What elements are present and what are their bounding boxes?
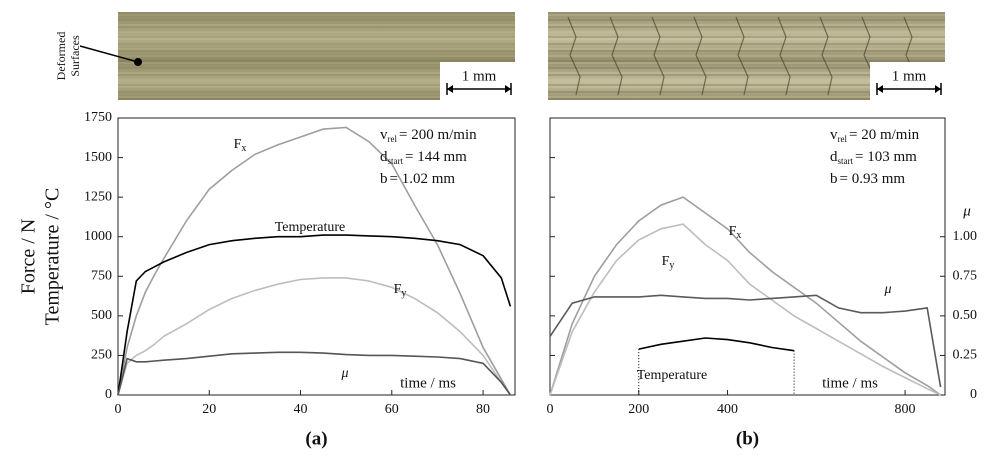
label-sub: y <box>669 260 674 271</box>
y2-tick-label: 0 <box>970 387 977 402</box>
annotation-symbol: b <box>830 171 838 187</box>
annotation: vrel = 200 m/min <box>380 127 477 144</box>
y-tick-label: 1000 <box>84 229 112 244</box>
series-line <box>117 126 512 396</box>
series-line <box>117 234 512 396</box>
y-tick-label: 1250 <box>84 189 112 204</box>
panel-label: (b) <box>736 428 759 449</box>
image-crack <box>609 16 623 96</box>
annotation-symbol: v <box>380 127 388 143</box>
image-crack <box>651 16 665 96</box>
image-crack <box>777 16 791 96</box>
series-label: μ <box>340 366 348 381</box>
image-crack <box>735 16 749 96</box>
image-label: Surfaces <box>68 35 82 77</box>
label-main: F <box>662 254 670 269</box>
annotation-subscript: start <box>388 156 404 166</box>
series-label: Fy <box>394 282 407 299</box>
pointer <box>79 45 139 63</box>
image-crack <box>819 16 833 96</box>
y-tick-label: 750 <box>91 269 112 284</box>
scale-arrow <box>935 85 941 93</box>
annotation-text: = 1.02 mm <box>390 171 456 187</box>
annotation-symbol: b <box>380 171 388 187</box>
annotation-text: = 200 m/min <box>399 127 477 143</box>
label-sub: x <box>736 230 741 241</box>
x-axis-label: time / ms <box>822 375 878 391</box>
series-line <box>549 196 942 396</box>
x-tick-label: 200 <box>628 402 649 417</box>
series-label: Fy <box>662 254 675 271</box>
y-tick-label: 1750 <box>84 110 112 125</box>
annotation-symbol: v <box>830 127 838 143</box>
series-line <box>638 337 795 352</box>
y-axis-label: Force / N <box>18 219 40 295</box>
x-tick-label: 800 <box>895 402 916 417</box>
annotation: vrel = 20 m/min <box>830 127 920 144</box>
y2-tick-label: 0.50 <box>953 308 978 323</box>
series-line <box>117 277 512 396</box>
plot-frame <box>117 117 516 396</box>
scale-box <box>440 62 515 100</box>
series-label: Fx <box>234 137 247 154</box>
label-sub: y <box>401 288 406 299</box>
x-tick-label: 400 <box>717 402 738 417</box>
x-tick-label: 0 <box>115 402 122 417</box>
x-tick-label: 80 <box>476 402 490 417</box>
image-crack <box>693 16 707 96</box>
scale-arrow <box>505 85 511 93</box>
label-main: F <box>394 282 402 297</box>
series-label: Temperature <box>637 368 708 383</box>
y2-tick-label: 0.25 <box>953 348 978 363</box>
annotation: b = 0.93 mm <box>830 171 905 187</box>
scale-arrow <box>447 85 453 93</box>
scale-box <box>870 62 945 100</box>
annotation: dstart = 144 mm <box>380 149 467 166</box>
scale-label: 1 mm <box>462 68 497 84</box>
y-tick-label: 500 <box>91 308 112 323</box>
x-tick-label: 40 <box>294 402 308 417</box>
y2-tick-label: 0.75 <box>953 269 978 284</box>
annotation: b = 1.02 mm <box>380 171 455 187</box>
series-label: μ <box>883 282 891 297</box>
annotation-text: = 103 mm <box>855 149 917 165</box>
scale-label: 1 mm <box>892 68 927 84</box>
y2-axis-label: μ <box>962 203 971 219</box>
annotation-symbol: d <box>830 149 838 165</box>
x-axis-label: time / ms <box>400 375 456 391</box>
image-crack <box>567 16 581 96</box>
y-tick-label: 1500 <box>84 150 112 165</box>
label-sub: x <box>241 143 246 154</box>
y2-tick-label: 1.00 <box>953 229 978 244</box>
annotation-symbol: d <box>380 149 388 165</box>
series-line <box>117 351 512 396</box>
series-line <box>549 294 942 388</box>
x-tick-label: 60 <box>385 402 399 417</box>
annotation-text: = 144 mm <box>405 149 467 165</box>
annotation-text: = 20 m/min <box>849 127 920 143</box>
scale-arrow <box>877 85 883 93</box>
annotation-subscript: rel <box>388 134 398 144</box>
series-label: Temperature <box>275 220 346 235</box>
series-line <box>549 223 941 396</box>
annotation-subscript: start <box>838 156 854 166</box>
plot-frame <box>549 117 946 396</box>
pointer-dot <box>134 58 142 66</box>
annotation-subscript: rel <box>838 134 848 144</box>
annotation: dstart = 103 mm <box>830 149 917 166</box>
image-label: Deformed <box>54 32 68 81</box>
y-tick-label: 0 <box>105 387 112 402</box>
y-axis-label: Temperature / °C <box>42 188 64 326</box>
x-tick-label: 0 <box>547 402 554 417</box>
x-tick-label: 20 <box>202 402 216 417</box>
label-main: F <box>729 224 737 239</box>
panel-label: (a) <box>305 428 327 449</box>
y-tick-label: 250 <box>91 348 112 363</box>
annotation-text: = 0.93 mm <box>840 171 906 187</box>
series-label: Fx <box>729 224 742 241</box>
label-main: F <box>234 137 242 152</box>
